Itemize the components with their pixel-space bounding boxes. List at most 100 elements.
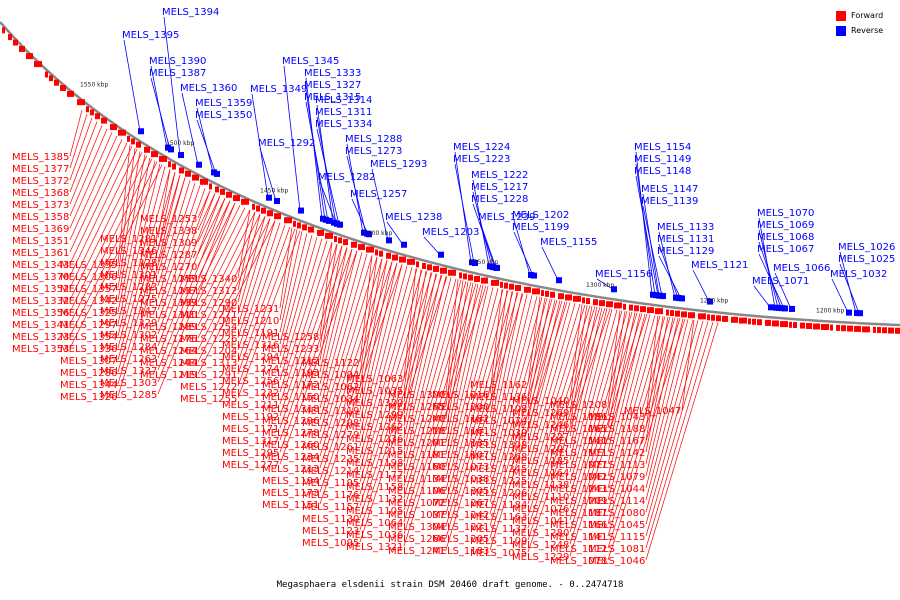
forward-leader-line: [359, 259, 388, 399]
reverse-gene-label: MELS_1071: [752, 276, 809, 287]
forward-gene-mark: [836, 324, 840, 331]
forward-leader-line: [69, 161, 158, 337]
reverse-gene-label: MELS_1121: [691, 260, 748, 271]
forward-gene-mark: [60, 84, 66, 91]
forward-gene-label: MELS_1313: [180, 358, 237, 369]
forward-leader-line: [569, 311, 628, 509]
forward-gene-mark: [830, 324, 833, 331]
forward-leader-line: [237, 218, 271, 327]
forward-leader-line: [445, 284, 484, 455]
forward-gene-mark: [433, 265, 439, 272]
forward-gene-label: MELS_1207: [512, 444, 569, 455]
forward-leader-line: [157, 188, 206, 323]
forward-gene-label: MELS_1285: [100, 390, 157, 401]
forward-gene-mark: [226, 191, 232, 198]
reverse-gene-mark: [274, 198, 280, 205]
forward-leader-line: [359, 276, 448, 543]
forward-leader-line: [489, 299, 553, 515]
forward-leader-line: [607, 310, 621, 405]
forward-gene-label: MELS_1214: [302, 466, 359, 477]
forward-gene-label: MELS_1221: [432, 522, 489, 533]
forward-gene-label: MELS_1073: [432, 462, 489, 473]
forward-gene-mark: [375, 249, 378, 256]
forward-gene-label: MELS_1176: [302, 490, 359, 501]
forward-gene-label: MELS_1112: [550, 544, 607, 555]
forward-gene-label: MELS_1184: [470, 500, 527, 511]
forward-leader-line: [319, 243, 338, 349]
forward-gene-mark: [800, 322, 805, 329]
forward-gene-mark: [847, 325, 853, 332]
forward-leader-line: [527, 299, 556, 421]
reverse-gene-mark: [782, 305, 788, 312]
forward-leader-line: [69, 135, 118, 241]
reverse-leader-line: [513, 219, 531, 276]
forward-gene-label: MELS_1286: [60, 368, 117, 379]
forward-gene-mark: [101, 117, 107, 124]
reverse-gene-label: MELS_1222: [471, 170, 528, 181]
reverse-leader-line: [774, 272, 792, 310]
forward-leader-line: [359, 261, 393, 411]
forward-gene-mark: [550, 291, 555, 298]
forward-gene-label: MELS_1329: [100, 318, 157, 329]
forward-leader-line: [197, 200, 231, 267]
forward-gene-label: MELS_1186: [550, 412, 607, 423]
forward-leader-line: [359, 272, 433, 507]
forward-leader-line: [569, 310, 623, 497]
forward-gene-label: MELS_1064: [346, 518, 403, 529]
forward-leader-line: [489, 295, 533, 467]
reverse-gene-label: MELS_1139: [641, 196, 698, 207]
forward-gene-mark: [392, 254, 398, 261]
forward-leader-line: [607, 316, 666, 513]
forward-leader-line: [403, 278, 457, 475]
forward-gene-label: MELS_1307: [60, 356, 117, 367]
reverse-leader-line: [839, 263, 860, 314]
forward-gene-mark: [647, 307, 654, 314]
forward-leader-line: [403, 276, 447, 451]
forward-gene-mark: [8, 34, 12, 41]
reverse-gene-label: MELS_1066: [773, 263, 830, 274]
forward-gene-label: MELS_1110: [512, 492, 569, 503]
reverse-leader-line: [150, 77, 171, 150]
forward-leader-line: [157, 202, 236, 395]
forward-gene-mark: [233, 195, 240, 202]
reverse-gene-label: MELS_1238: [385, 212, 442, 223]
forward-gene-mark: [491, 279, 499, 286]
forward-gene-label: MELS_1358: [12, 212, 69, 223]
forward-leader-line: [445, 282, 474, 431]
forward-leader-line: [645, 320, 704, 525]
forward-gene-label: MELS_1268: [470, 452, 527, 463]
forward-gene-label: MELS_1123: [302, 526, 359, 537]
forward-leader-line: [527, 304, 586, 493]
forward-gene-mark: [707, 314, 710, 321]
forward-gene-label: MELS_1256: [222, 376, 279, 387]
forward-gene-mark: [675, 310, 680, 317]
forward-gene-mark: [698, 313, 706, 320]
forward-gene-mark: [599, 300, 605, 307]
forward-leader-line: [237, 226, 291, 375]
reverse-gene-label: MELS_1155: [540, 237, 597, 248]
reverse-gene-label: MELS_1147: [641, 184, 698, 195]
forward-gene-label: MELS_1039: [470, 428, 527, 439]
forward-gene-mark: [26, 53, 33, 60]
forward-gene-mark: [634, 305, 639, 312]
kbp-label: 1350 kbp: [470, 259, 498, 266]
forward-gene-label: MELS_1332: [12, 296, 69, 307]
forward-gene-mark: [293, 220, 296, 227]
forward-gene-label: MELS_1183: [432, 546, 489, 557]
reverse-leader-line: [658, 231, 676, 298]
forward-leader-line: [645, 321, 709, 537]
reverse-leader-line: [642, 205, 663, 297]
forward-gene-label: MELS_1187: [550, 508, 607, 519]
forward-leader-line: [237, 228, 296, 387]
forward-leader-line: [237, 214, 261, 303]
forward-gene-label: MELS_1253: [140, 214, 197, 225]
forward-gene-label: MELS_1136: [470, 392, 527, 403]
genome-backbone: [0, 21, 900, 327]
forward-leader-line: [489, 293, 523, 443]
forward-gene-label: MELS_1317: [222, 436, 279, 447]
forward-leader-line: [527, 303, 576, 469]
forward-gene-mark: [302, 224, 307, 231]
forward-leader-line: [69, 139, 123, 253]
forward-gene-mark: [448, 269, 456, 276]
